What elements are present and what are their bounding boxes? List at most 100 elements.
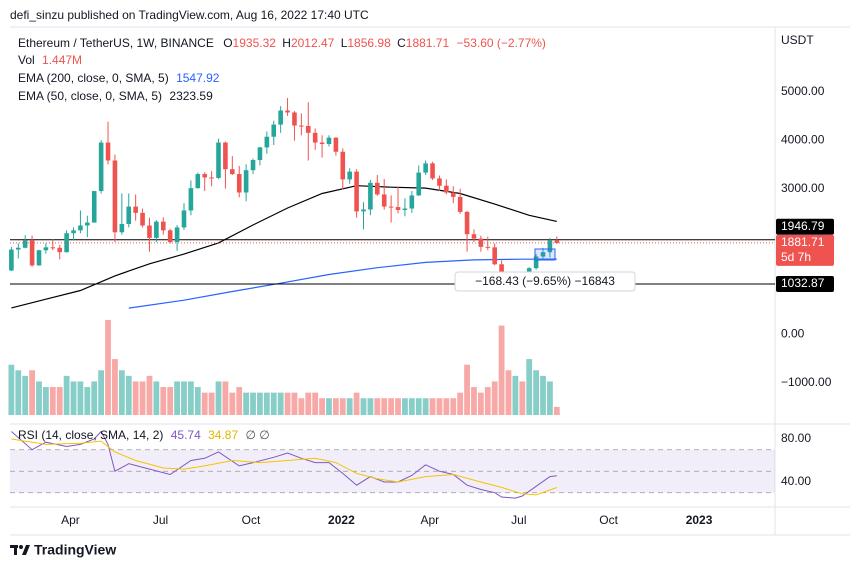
- y-tick-label: −1000.00: [781, 375, 832, 389]
- volume-bar: [194, 387, 201, 415]
- candle-body: [312, 132, 318, 143]
- volume-bar: [422, 398, 429, 415]
- candle-body: [361, 209, 366, 212]
- candle-body: [395, 207, 401, 210]
- candle-body: [133, 206, 138, 213]
- level-badge: [776, 218, 834, 235]
- candle-body: [91, 191, 97, 223]
- candle-body: [285, 110, 290, 113]
- volume-name: Vol: [18, 53, 35, 67]
- rsi-legend: RSI (14, close, SMA, 14, 2) 45.74 34.87 …: [18, 428, 270, 442]
- candle-body: [140, 212, 145, 226]
- candle-body: [9, 249, 14, 271]
- candle-body: [167, 230, 173, 242]
- volume-bar: [91, 381, 98, 415]
- candle-body: [105, 142, 111, 161]
- volume-bar: [346, 398, 353, 415]
- rsi-name: RSI (14, close, SMA, 14, 2): [18, 428, 163, 442]
- volume-bar: [43, 387, 49, 415]
- currency: USDT: [781, 33, 814, 47]
- candle-body: [257, 147, 263, 160]
- candle-body: [216, 142, 221, 178]
- candle-body: [29, 240, 35, 266]
- volume-value: 1.447M: [42, 53, 82, 67]
- volume-bar: [491, 381, 498, 415]
- volume-bar: [36, 381, 42, 415]
- volume-bar: [222, 381, 229, 415]
- volume-bar: [153, 381, 160, 415]
- price-badge-label: 1881.71: [781, 235, 825, 249]
- volume-bar: [512, 375, 519, 415]
- volume-bar: [450, 398, 457, 415]
- candle-body: [333, 137, 339, 152]
- volume-bar: [277, 392, 284, 415]
- change: −53.60 (−2.77%): [457, 36, 546, 50]
- volume-bar: [388, 398, 395, 415]
- volume-bar: [77, 381, 84, 415]
- volume-bar: [167, 387, 174, 415]
- volume-bar: [415, 398, 422, 415]
- candle-body: [202, 174, 208, 178]
- volume-bar: [553, 406, 560, 415]
- volume-bar: [547, 381, 553, 415]
- volume-bar: [8, 364, 15, 415]
- candle-body: [43, 247, 49, 251]
- volume-bar: [533, 370, 540, 415]
- volume-bar: [464, 364, 470, 415]
- candle-body: [98, 142, 104, 192]
- candle-body: [195, 174, 201, 189]
- candle-body: [250, 160, 256, 171]
- h-letter: H: [282, 36, 291, 50]
- countdown: 5d 7h: [781, 250, 811, 264]
- o-letter: O: [223, 36, 232, 50]
- candle-body: [430, 163, 435, 179]
- volume-bar: [484, 387, 491, 415]
- candle-body: [416, 172, 422, 196]
- volume-bar: [56, 387, 63, 415]
- candle-body: [278, 110, 283, 125]
- x-tick-label: Apr: [61, 513, 80, 527]
- ema50-value: 2323.59: [169, 89, 213, 103]
- volume-bar: [250, 392, 256, 415]
- volume-bar: [181, 381, 187, 415]
- candle-body: [57, 247, 63, 253]
- volume-bar: [98, 370, 105, 415]
- candle-body: [292, 112, 297, 126]
- volume-bar: [139, 381, 146, 415]
- ema50-legend: EMA (50, close, 0, SMA, 5) 2323.59: [18, 89, 213, 103]
- volume-bar: [125, 375, 132, 415]
- candle-body: [388, 206, 394, 208]
- volume-bar: [284, 392, 291, 415]
- volume-bar: [49, 387, 56, 415]
- candle-body: [326, 137, 332, 144]
- candle-body: [492, 247, 497, 265]
- candle-body: [485, 246, 491, 248]
- level-badge-label: 1032.87: [781, 276, 825, 290]
- symbol-legend: Ethereum / TetherUS, 1W, BINANCE O1935.3…: [18, 36, 546, 50]
- price-badge: [776, 234, 834, 266]
- volume-bar: [457, 392, 464, 415]
- y-tick-label: 0.00: [781, 326, 805, 340]
- ema-line: [11, 185, 557, 309]
- ema50-name: EMA (50, close, 0, SMA, 5): [18, 89, 162, 103]
- volume-bar: [526, 359, 533, 415]
- candle-body: [271, 124, 277, 137]
- candle-body: [119, 224, 125, 233]
- volume-bar: [15, 370, 22, 415]
- pane-borders: [10, 26, 850, 536]
- candle-body: [223, 142, 228, 170]
- volume-bar: [305, 392, 312, 415]
- volume-bar: [70, 381, 77, 415]
- l-letter: L: [341, 36, 348, 50]
- candle-body: [64, 233, 69, 253]
- volume-bar: [519, 381, 526, 415]
- volume-bar: [146, 375, 153, 415]
- candle-body: [188, 188, 194, 211]
- candle-body: [126, 206, 132, 225]
- volume-bar: [319, 398, 325, 415]
- y-tick-label: 5000.00: [781, 84, 825, 98]
- rsi-ma-value: 34.87: [208, 428, 238, 442]
- volume-bar: [257, 392, 263, 415]
- measure-tooltip: [454, 271, 636, 292]
